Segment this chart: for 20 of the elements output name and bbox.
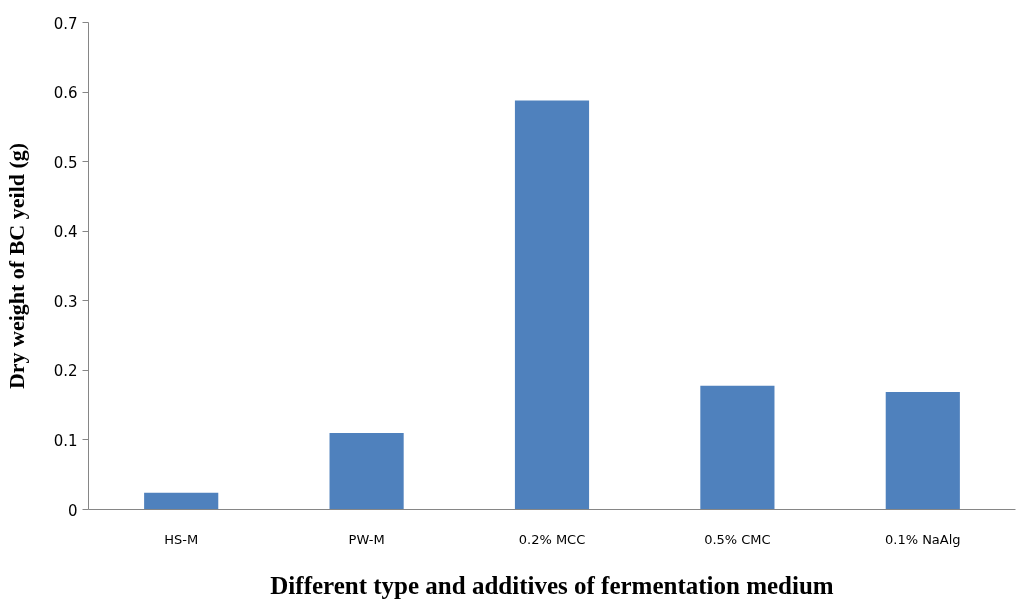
bar [700, 385, 775, 510]
bar [514, 100, 590, 510]
x-tick-label: 0.5% CMC [704, 531, 771, 547]
y-tick-label: 0.3 [53, 292, 78, 311]
x-axis-title: Different type and additives of fermentation medium [270, 571, 834, 599]
y-tick-label: 0.2 [53, 362, 78, 381]
y-tick-label: 0.5 [53, 153, 78, 172]
x-tick-label: 0.1% NaAlg [885, 531, 961, 547]
bar [885, 391, 960, 510]
bar [144, 492, 219, 510]
y-tick-label: 0.4 [53, 223, 78, 242]
y-tick-label: 0.7 [53, 14, 78, 33]
x-tick-label: 0.2% MCC [518, 531, 586, 547]
y-axis-title: Dry weight of BC yeild (g) [3, 142, 29, 390]
x-tick-label: HS-M [164, 531, 199, 547]
y-tick-label: 0 [67, 501, 78, 520]
bar [329, 432, 404, 510]
y-tick-label: 0.6 [53, 84, 78, 103]
x-tick-label: PW-M [348, 531, 385, 547]
y-tick-label: 0.1 [53, 431, 78, 450]
